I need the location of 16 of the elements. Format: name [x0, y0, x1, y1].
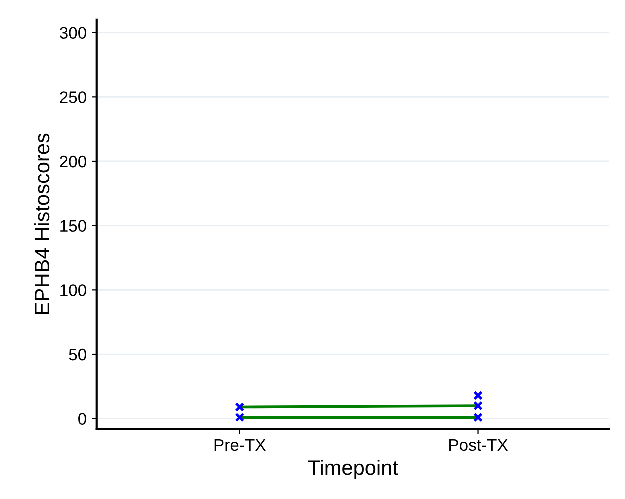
point	[474, 390, 483, 400]
point	[235, 412, 245, 422]
y-tick-label: 250	[60, 92, 87, 104]
x-axis-title: Timepoint	[308, 460, 398, 480]
y-axis-title: EPHB4 Histoscores	[34, 134, 50, 314]
y-tick-label: 200	[60, 156, 87, 168]
y-tick-label: 300	[60, 27, 87, 40]
y-tick-label: 100	[60, 284, 87, 296]
y-tick-label: 150	[60, 220, 87, 232]
point	[474, 412, 483, 422]
x-tick-label: Pre-TX	[214, 439, 266, 452]
y-tick-label: 50	[69, 348, 87, 361]
x-tick-label: Post-TX	[450, 439, 508, 452]
point	[474, 401, 483, 411]
y-tick-label: 0	[78, 413, 86, 426]
point	[235, 402, 245, 412]
